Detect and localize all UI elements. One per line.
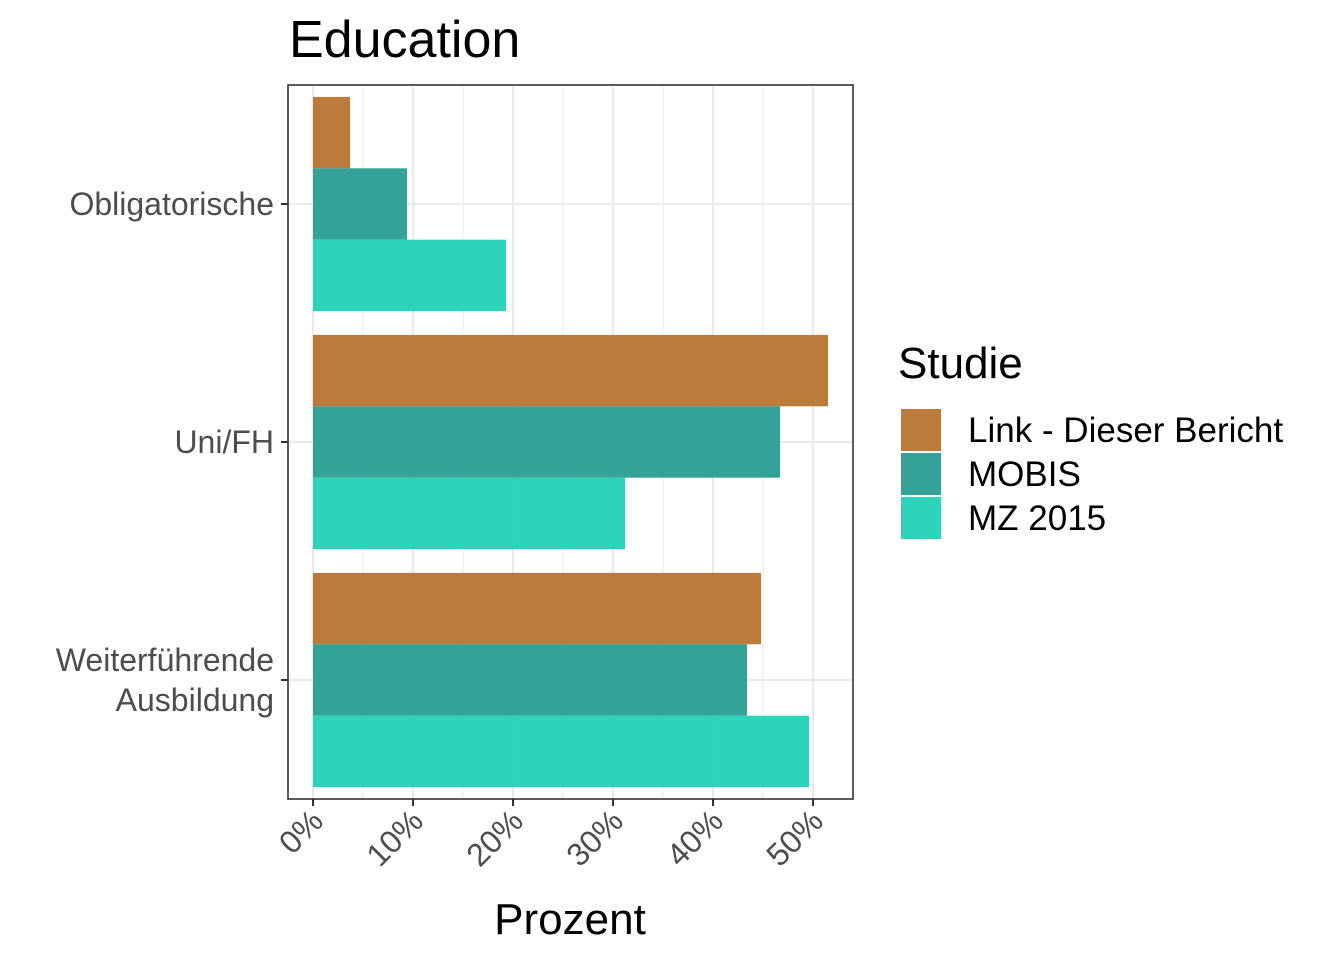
- bar: [313, 477, 625, 550]
- legend-key: [901, 453, 941, 495]
- bars: [313, 96, 828, 788]
- legend-key: [901, 409, 941, 451]
- legend-label: MZ 2015: [968, 499, 1106, 538]
- y-tick-label: Weiterführende Ausbildung: [56, 642, 274, 718]
- legend-label: MOBIS: [968, 455, 1081, 494]
- bar: [313, 168, 407, 240]
- bar: [313, 239, 506, 312]
- legend: Studie Link - Dieser Bericht MOBIS MZ 2015: [898, 339, 1283, 540]
- bar: [313, 644, 747, 716]
- bar: [313, 334, 828, 407]
- x-axis-title: Prozent: [494, 895, 646, 944]
- y-tick-label: Uni/FH: [174, 424, 274, 460]
- legend-label: Link - Dieser Bericht: [968, 411, 1283, 450]
- legend-key: [901, 497, 941, 539]
- chart-title: Education: [289, 11, 520, 69]
- y-axis: Obligatorische Uni/FH Weiterführende Ausbil…: [56, 186, 288, 718]
- bar: [313, 715, 809, 788]
- bar: [313, 96, 350, 169]
- bar: [313, 572, 761, 645]
- bar: [313, 406, 780, 478]
- plot-panel: [287, 84, 854, 800]
- y-tick-label: Obligatorische: [69, 186, 274, 222]
- legend-title: Studie: [898, 339, 1023, 388]
